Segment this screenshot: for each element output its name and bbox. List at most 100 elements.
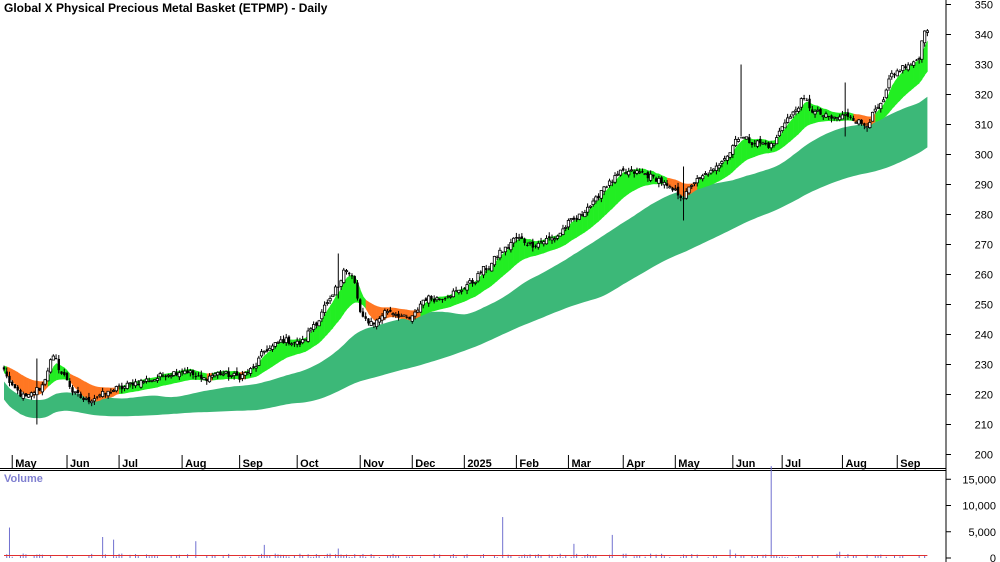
candle-up <box>243 372 247 376</box>
month-tick-label: Nov <box>363 458 385 470</box>
candle-up <box>122 386 127 389</box>
short-band-segment <box>801 103 805 132</box>
candle-down <box>430 296 433 300</box>
candle-down <box>767 142 770 148</box>
candle-up <box>769 143 773 149</box>
candle-down <box>575 217 578 221</box>
short-band-segment <box>310 328 314 349</box>
candle-down <box>805 99 809 101</box>
short-band-segment <box>897 74 901 104</box>
candle-up <box>624 172 628 175</box>
short-band-segment <box>69 373 73 386</box>
short-band-segment <box>609 184 613 211</box>
price-axis-ticks: 200 210 220 230 240 250 260 270 280 290 300 310 320 3… <box>946 0 993 462</box>
month-tick-label: May <box>678 458 700 470</box>
candle-up <box>476 273 480 282</box>
short-band-segment <box>899 71 904 101</box>
month-tick-label: 2025 <box>467 458 491 470</box>
candle-down <box>131 382 134 386</box>
price-tick-label: 230 <box>975 360 993 372</box>
short-band-segment <box>708 171 712 187</box>
candle-down <box>400 315 403 317</box>
short-band-segment <box>53 363 57 383</box>
candle-down <box>438 298 441 300</box>
candle-down <box>485 268 488 271</box>
candle-down <box>282 339 285 344</box>
price-tick-label: 350 <box>975 0 993 12</box>
candle-down <box>665 183 669 186</box>
short-band-segment <box>28 378 32 396</box>
short-band-segment <box>14 370 18 388</box>
candle-down <box>356 282 359 299</box>
price-tick-label: 290 <box>975 180 993 192</box>
candle-down <box>82 397 85 401</box>
short-band-segment <box>908 65 912 93</box>
candle-up <box>465 284 469 291</box>
candle-up <box>602 186 606 192</box>
candle-down <box>748 137 751 144</box>
short-band-segment <box>620 172 624 201</box>
candle-up <box>380 315 384 321</box>
candle-up <box>257 357 261 366</box>
short-band-segment <box>349 274 353 307</box>
candle-up <box>183 370 187 375</box>
candle-down <box>830 115 833 119</box>
candle-up <box>410 315 414 322</box>
candle-up <box>638 171 642 174</box>
short-band-segment <box>330 301 334 332</box>
candle-up <box>629 169 634 172</box>
candlesticks <box>2 29 929 425</box>
short-band-segment <box>261 355 265 374</box>
candle-up <box>698 176 702 179</box>
short-band-segment <box>267 350 271 371</box>
candle-up <box>268 347 272 351</box>
short-band-segment <box>889 85 893 113</box>
candle-down <box>397 313 400 318</box>
candle-up <box>394 314 398 316</box>
candle-down <box>764 142 767 145</box>
candle-up <box>284 337 288 343</box>
candle-up <box>673 188 677 191</box>
candle-up <box>725 155 729 161</box>
candle-up <box>301 339 305 344</box>
volume-tick-label: 15,000 <box>962 474 996 486</box>
candle-up <box>153 379 157 382</box>
short-band-segment <box>617 174 621 204</box>
candle-up <box>273 342 277 347</box>
candle-down <box>161 375 165 377</box>
candle-down <box>753 143 756 145</box>
candle-down <box>389 309 392 312</box>
candle-up <box>509 242 513 251</box>
candle-up <box>114 386 118 392</box>
candle-up <box>385 311 390 314</box>
candle-down <box>811 109 814 113</box>
candle-down <box>337 286 340 288</box>
candle-up <box>166 374 170 377</box>
candle-up <box>577 213 582 220</box>
candle-up <box>835 117 839 120</box>
candle-down <box>605 186 608 188</box>
candle-up <box>895 70 899 77</box>
candle-up <box>451 290 455 298</box>
candle-up <box>687 186 691 194</box>
candle-down <box>572 217 576 220</box>
short-band-segment <box>615 177 619 206</box>
short-band-segment <box>601 192 605 219</box>
candle-up <box>449 295 453 298</box>
month-tick-label: Mar <box>571 458 591 470</box>
candle-up <box>498 249 502 259</box>
candle-up <box>736 138 740 142</box>
candle-up <box>188 370 192 374</box>
month-tick-label: Aug <box>845 458 866 470</box>
candle-up <box>742 136 746 139</box>
short-band-segment <box>20 374 24 393</box>
candle-up <box>591 200 595 205</box>
short-band-segment <box>595 199 599 224</box>
short-band-segment <box>875 110 879 123</box>
short-band-segment <box>576 216 580 238</box>
short-band-segment <box>341 282 345 318</box>
candle-up <box>553 238 557 241</box>
candle-down <box>846 112 850 117</box>
short-band-segment <box>23 375 27 395</box>
candle-up <box>210 374 214 378</box>
